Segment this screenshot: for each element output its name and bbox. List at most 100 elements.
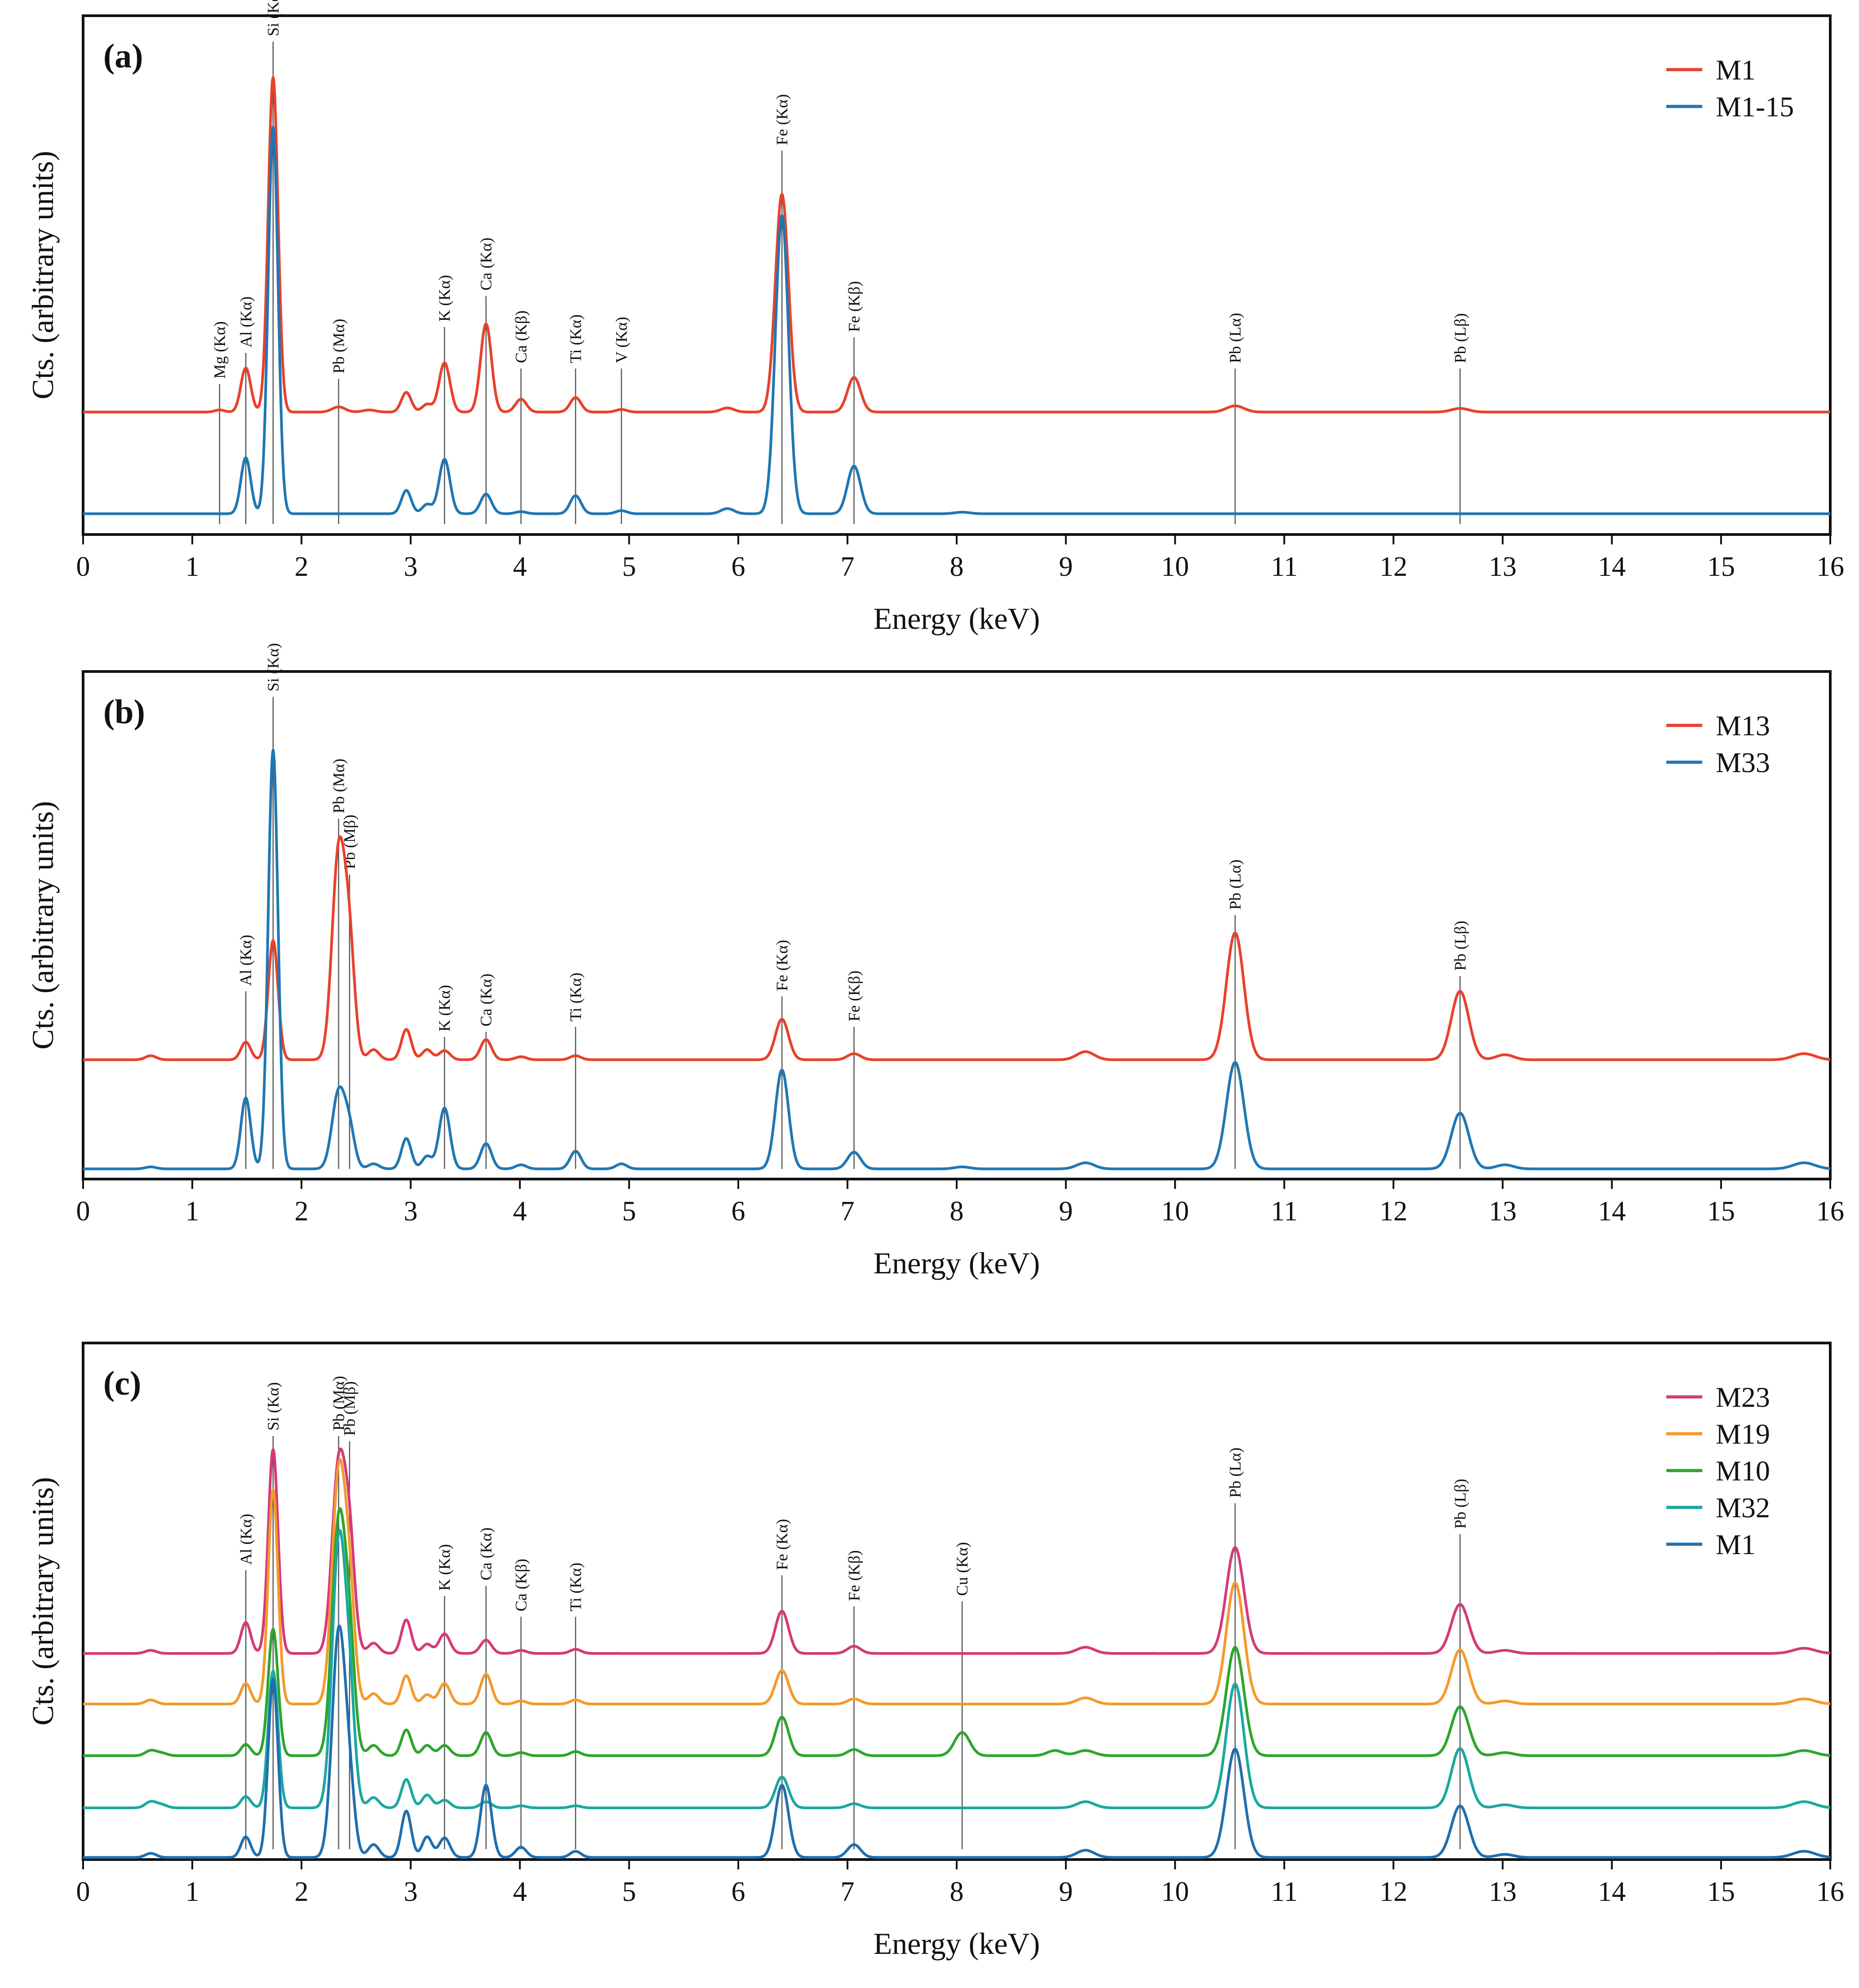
peak-label-ti-k: Ti (Kα) <box>566 314 584 363</box>
peak-label-v-k: V (Kα) <box>613 317 631 363</box>
x-tick-label: 1 <box>185 1877 199 1907</box>
peak-label-si-k: Si (Kα) <box>264 1382 282 1431</box>
peak-label-pb-m: Pb (Mα) <box>330 759 348 813</box>
x-tick-label: 7 <box>840 1196 854 1227</box>
series-line-m13 <box>83 835 1830 1061</box>
peak-label-ca-k: Ca (Kα) <box>477 238 495 291</box>
x-tick-label: 6 <box>731 1196 745 1227</box>
y-axis-title: Cts. (arbitrary units) <box>26 1477 60 1725</box>
peak-label-k-k: K (Kα) <box>436 1544 454 1591</box>
x-tick-label: 8 <box>950 552 964 582</box>
x-tick-label: 5 <box>622 552 636 582</box>
x-tick-label: 12 <box>1380 1877 1408 1907</box>
x-tick-label: 11 <box>1271 1196 1298 1227</box>
x-tick-label: 9 <box>1059 1196 1073 1227</box>
x-tick-label: 2 <box>295 1196 309 1227</box>
peak-label-fe-k: Fe (Kβ) <box>845 971 863 1021</box>
x-tick-label: 14 <box>1598 1877 1626 1907</box>
peak-label-pb-m: Pb (Mα) <box>330 1376 348 1431</box>
x-tick-label: 6 <box>731 1877 745 1907</box>
peak-label-k-k: K (Kα) <box>436 985 454 1032</box>
x-tick-label: 5 <box>622 1196 636 1227</box>
peak-label-k-k: K (Kα) <box>436 275 454 322</box>
x-tick-label: 3 <box>404 1196 418 1227</box>
peak-label-al-k: Al (Kα) <box>237 1514 255 1565</box>
peak-label-fe-k: Fe (Kα) <box>773 94 791 145</box>
traces <box>83 76 1830 515</box>
x-tick-label: 12 <box>1380 1196 1408 1227</box>
x-tick-label: 8 <box>950 1877 964 1907</box>
peak-label-pb-l: Pb (Lα) <box>1226 860 1244 910</box>
peak-label-cu-k: Cu (Kα) <box>953 1542 971 1596</box>
x-tick-label: 3 <box>404 552 418 582</box>
peak-label-si-k: Si (Kα) <box>264 643 282 692</box>
x-tick-label: 1 <box>185 1196 199 1227</box>
x-tick-label: 13 <box>1489 1877 1517 1907</box>
x-tick-label: 7 <box>840 1877 854 1907</box>
x-tick-label: 0 <box>76 1196 90 1227</box>
x-tick-label: 13 <box>1489 1196 1517 1227</box>
series-line-m1-15 <box>83 126 1830 515</box>
peak-label-mg-k: Mg (Kα) <box>211 321 229 379</box>
peak-label-al-k: Al (Kα) <box>237 296 255 348</box>
legend-label-m1: M1 <box>1716 1529 1756 1560</box>
x-tick-label: 13 <box>1489 552 1517 582</box>
legend-label-m19: M19 <box>1716 1418 1770 1450</box>
x-tick-label: 15 <box>1707 1196 1735 1227</box>
x-tick-label: 10 <box>1161 1196 1189 1227</box>
x-tick-label: 1 <box>185 552 199 582</box>
x-tick-label: 11 <box>1271 552 1298 582</box>
peak-label-pb-m: Pb (Mβ) <box>340 1381 358 1436</box>
y-axis-title: Cts. (arbitrary units) <box>26 801 60 1049</box>
peak-label-ti-k: Ti (Kα) <box>566 972 584 1021</box>
peak-label-pb-l: Pb (Lβ) <box>1451 921 1469 971</box>
x-tick-label: 12 <box>1380 552 1408 582</box>
series-line-m10 <box>83 1507 1830 1757</box>
x-tick-label: 6 <box>731 552 745 582</box>
panel-label: (a) <box>103 37 143 75</box>
x-tick-label: 9 <box>1059 1877 1073 1907</box>
x-tick-label: 5 <box>622 1877 636 1907</box>
x-tick-label: 15 <box>1707 1877 1735 1907</box>
series-line-m32 <box>83 1529 1830 1809</box>
legend-label-m1-15: M1-15 <box>1716 91 1794 123</box>
peak-label-fe-k: Fe (Kα) <box>773 940 791 991</box>
peak-label-al-k: Al (Kα) <box>237 935 255 986</box>
x-tick-label: 10 <box>1161 552 1189 582</box>
peak-label-pb-l: Pb (Lα) <box>1226 313 1244 363</box>
x-tick-label: 11 <box>1271 1877 1298 1907</box>
x-axis-title: Energy (keV) <box>874 1246 1040 1280</box>
x-tick-label: 8 <box>950 1196 964 1227</box>
x-axis-title: Energy (keV) <box>874 1926 1040 1961</box>
x-tick-label: 9 <box>1059 552 1073 582</box>
peak-label-si-k: Si (Kα) <box>264 0 282 36</box>
peak-label-ti-k: Ti (Kα) <box>566 1563 584 1612</box>
x-tick-label: 2 <box>295 552 309 582</box>
legend-label-m13: M13 <box>1716 710 1770 742</box>
x-tick-label: 14 <box>1598 1196 1626 1227</box>
peak-label-fe-k: Fe (Kα) <box>773 1519 791 1570</box>
peak-label-pb-l: Pb (Lβ) <box>1451 1479 1469 1529</box>
peak-label-fe-k: Fe (Kβ) <box>845 281 863 332</box>
plot-frame <box>82 14 1832 536</box>
peak-label-fe-k: Fe (Kβ) <box>845 1550 863 1601</box>
series-line-m1 <box>83 76 1830 414</box>
panel-label: (b) <box>103 693 145 731</box>
legend-label-m1: M1 <box>1716 54 1756 86</box>
y-axis-title: Cts. (arbitrary units) <box>26 151 60 399</box>
peak-label-ca-k: Ca (Kα) <box>477 1528 495 1581</box>
traces <box>83 749 1830 1171</box>
x-tick-label: 10 <box>1161 1877 1189 1907</box>
series-line-m19 <box>83 1458 1830 1705</box>
legend-label-m10: M10 <box>1716 1455 1770 1487</box>
peak-label-pb-l: Pb (Lα) <box>1226 1448 1244 1498</box>
plot-frame <box>82 670 1832 1180</box>
panel-label: (c) <box>103 1365 141 1402</box>
x-tick-label: 4 <box>513 552 527 582</box>
peak-label-pb-m: Pb (Mα) <box>330 319 348 374</box>
x-tick-label: 7 <box>840 552 854 582</box>
